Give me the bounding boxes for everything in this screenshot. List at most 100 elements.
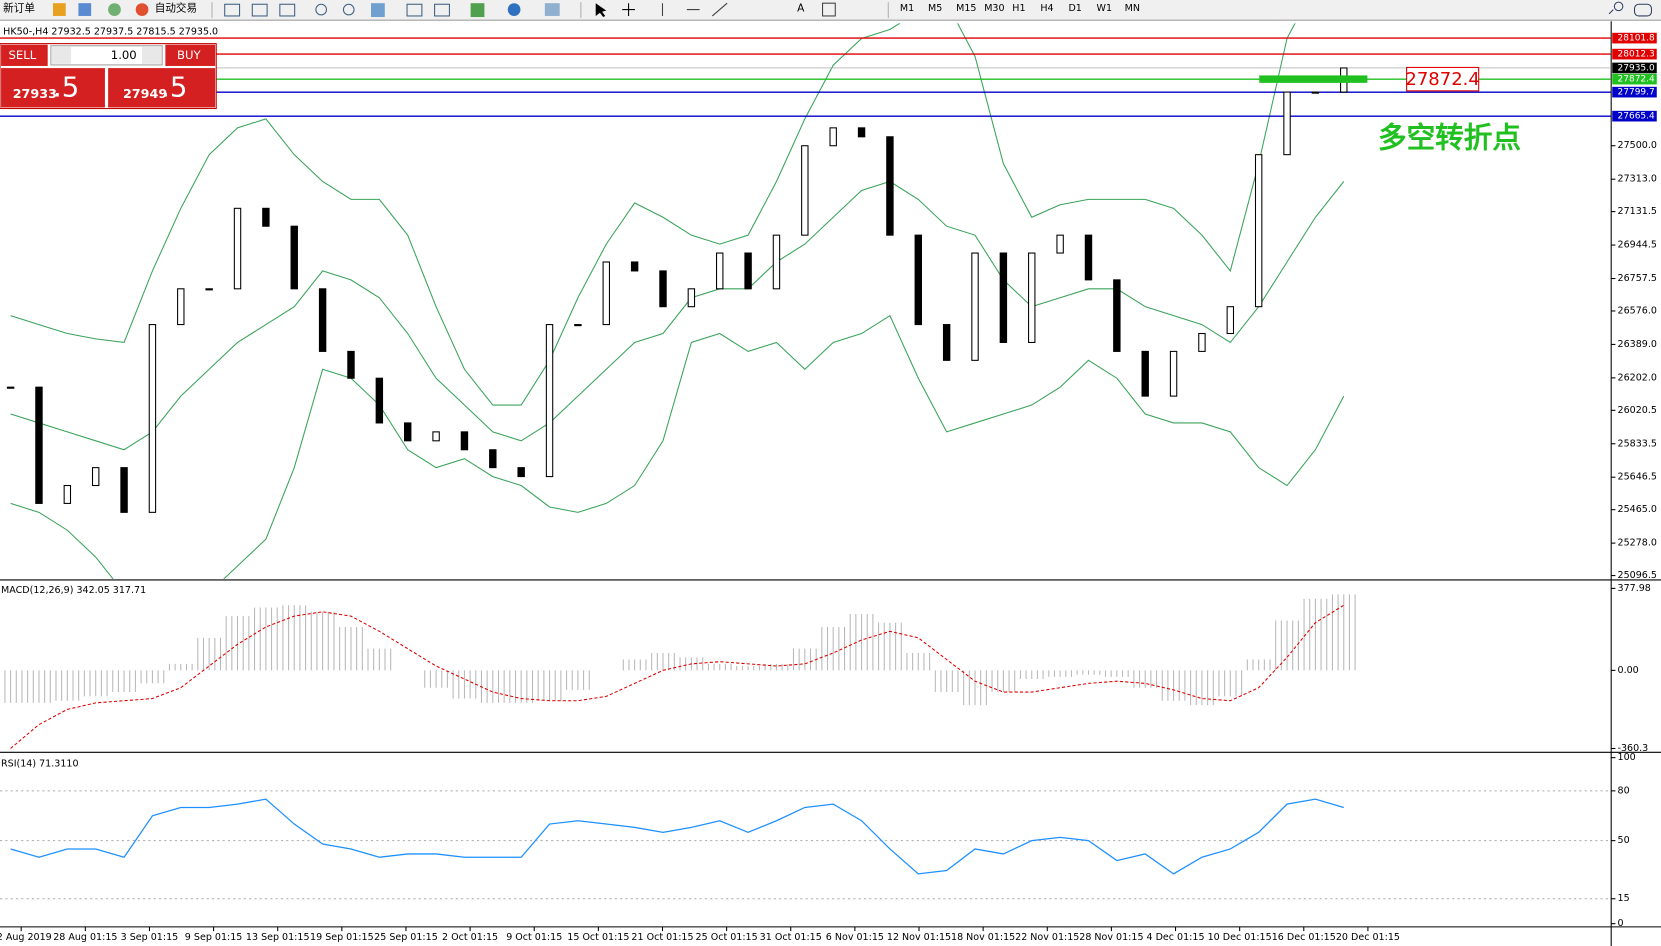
candle (602, 261, 610, 326)
candle (120, 467, 128, 513)
candle (829, 127, 837, 147)
candle (1169, 350, 1178, 397)
candle (574, 324, 582, 327)
icon (507, 3, 521, 16)
x-tick-label: 28 Aug 01:15 (53, 932, 117, 943)
y-tick-label: 26202.0 (1618, 372, 1657, 383)
candle (205, 288, 213, 291)
crosshair-icon[interactable] (622, 3, 635, 16)
annotation-text: 多空转折点 (1378, 120, 1521, 154)
icon (224, 3, 241, 17)
sell-label[interactable]: SELL (8, 48, 36, 62)
y-tick-label: 15 (1618, 893, 1630, 904)
macd-title: MACD(12,26,9) 342.05 317.71 (1, 585, 146, 596)
chat-icon[interactable] (1633, 3, 1652, 17)
icon (279, 3, 296, 17)
icon (315, 3, 328, 16)
price-level-label: 28101.8 (1618, 34, 1655, 44)
candle (1056, 234, 1064, 254)
y-tick-label: 26389.0 (1618, 339, 1657, 350)
y-tick-label: 377.98 (1618, 583, 1651, 594)
icon (135, 3, 149, 16)
y-tick-label: 26757.5 (1618, 273, 1657, 284)
bid-price[interactable]: 27933 (13, 87, 57, 102)
icon (342, 3, 355, 16)
line (10, 314, 1345, 579)
ask-fraction[interactable]: .5 (161, 70, 187, 103)
timeframe-button[interactable]: M30 (984, 3, 1004, 14)
candle (1028, 252, 1036, 343)
timeframe-button[interactable]: H4 (1040, 3, 1053, 14)
ask-price[interactable]: 27949 (123, 87, 167, 102)
buy-label[interactable]: BUY (177, 48, 202, 62)
timeframe-button[interactable]: W1 (1097, 3, 1112, 14)
price-level-box (1612, 110, 1657, 122)
y-tick-label: -360.3 (1618, 743, 1649, 754)
candle (375, 377, 384, 424)
candle (63, 484, 72, 504)
candle (290, 225, 298, 290)
price-level-label: 27935.0 (1618, 63, 1655, 73)
candle (801, 145, 809, 236)
auto-trade-button[interactable]: 自动交易 (155, 1, 197, 14)
timeframe-button[interactable]: H1 (1012, 3, 1025, 14)
macd-chart (4, 594, 1356, 749)
candle (942, 324, 951, 361)
label-tool[interactable] (822, 2, 836, 17)
candle (347, 350, 355, 379)
y-tick-label: 25646.5 (1618, 472, 1657, 483)
lots-up[interactable] (142, 46, 162, 64)
rsi-title: RSI(14) 71.3110 (1, 759, 78, 770)
candle (517, 467, 525, 478)
lots-down[interactable] (51, 46, 72, 64)
timeframe-button[interactable]: MN (1125, 3, 1140, 14)
x-tick-label: 22 Nov 01:15 (1015, 932, 1079, 943)
lots-value[interactable]: 1.00 (111, 48, 137, 62)
timeframe-button[interactable]: D1 (1068, 3, 1081, 14)
x-tick-label: 3 Sep 01:15 (121, 932, 179, 943)
y-tick-label: 25465.0 (1618, 504, 1657, 515)
candle (262, 207, 270, 227)
candle (1283, 91, 1291, 156)
candle (999, 252, 1008, 343)
price-level-box (1612, 62, 1657, 74)
candle (1198, 332, 1206, 352)
timeframe-button[interactable]: M15 (956, 3, 976, 14)
ask-box[interactable] (108, 68, 216, 108)
lots-input[interactable] (50, 45, 163, 66)
buy-button[interactable] (165, 44, 216, 66)
y-tick-label: 100 (1618, 752, 1636, 763)
candle (857, 127, 866, 138)
candle (716, 252, 724, 290)
y-tick-label: 26944.5 (1618, 240, 1657, 251)
annotation-value: 27872.4 (1405, 69, 1479, 90)
timeframe-button[interactable]: M1 (900, 3, 914, 14)
candle (148, 324, 157, 513)
candle (545, 324, 554, 478)
search-icon[interactable] (1608, 1, 1624, 15)
price-level-label: 27799.7 (1618, 88, 1655, 98)
price-level-label: 28012.3 (1618, 50, 1655, 60)
icon (52, 3, 66, 16)
candle (772, 234, 781, 290)
timeframe-button[interactable]: M5 (928, 3, 942, 14)
y-tick-label: 26576.0 (1618, 305, 1657, 316)
y-tick-label: 25833.5 (1618, 438, 1657, 449)
cursor-icon[interactable] (595, 3, 607, 18)
new-order-button[interactable]: 新订单 (3, 1, 35, 14)
icon (370, 3, 385, 18)
line (10, 798, 1344, 875)
candle (489, 449, 497, 469)
chart-header: HK50-,H4 27932.5 27937.5 27815.5 27935.0 (3, 26, 218, 37)
text-tool[interactable]: A (797, 1, 805, 14)
x-tick-label: 28 Nov 01:15 (1079, 932, 1143, 943)
candle (432, 431, 440, 442)
price-level-label: 27665.4 (1618, 112, 1655, 122)
bid-fraction[interactable]: .5 (53, 70, 79, 103)
candle (971, 252, 979, 361)
sell-button[interactable] (1, 44, 48, 66)
draw-icons[interactable] (661, 2, 728, 17)
icon (434, 3, 450, 17)
bid-box[interactable] (1, 68, 105, 108)
